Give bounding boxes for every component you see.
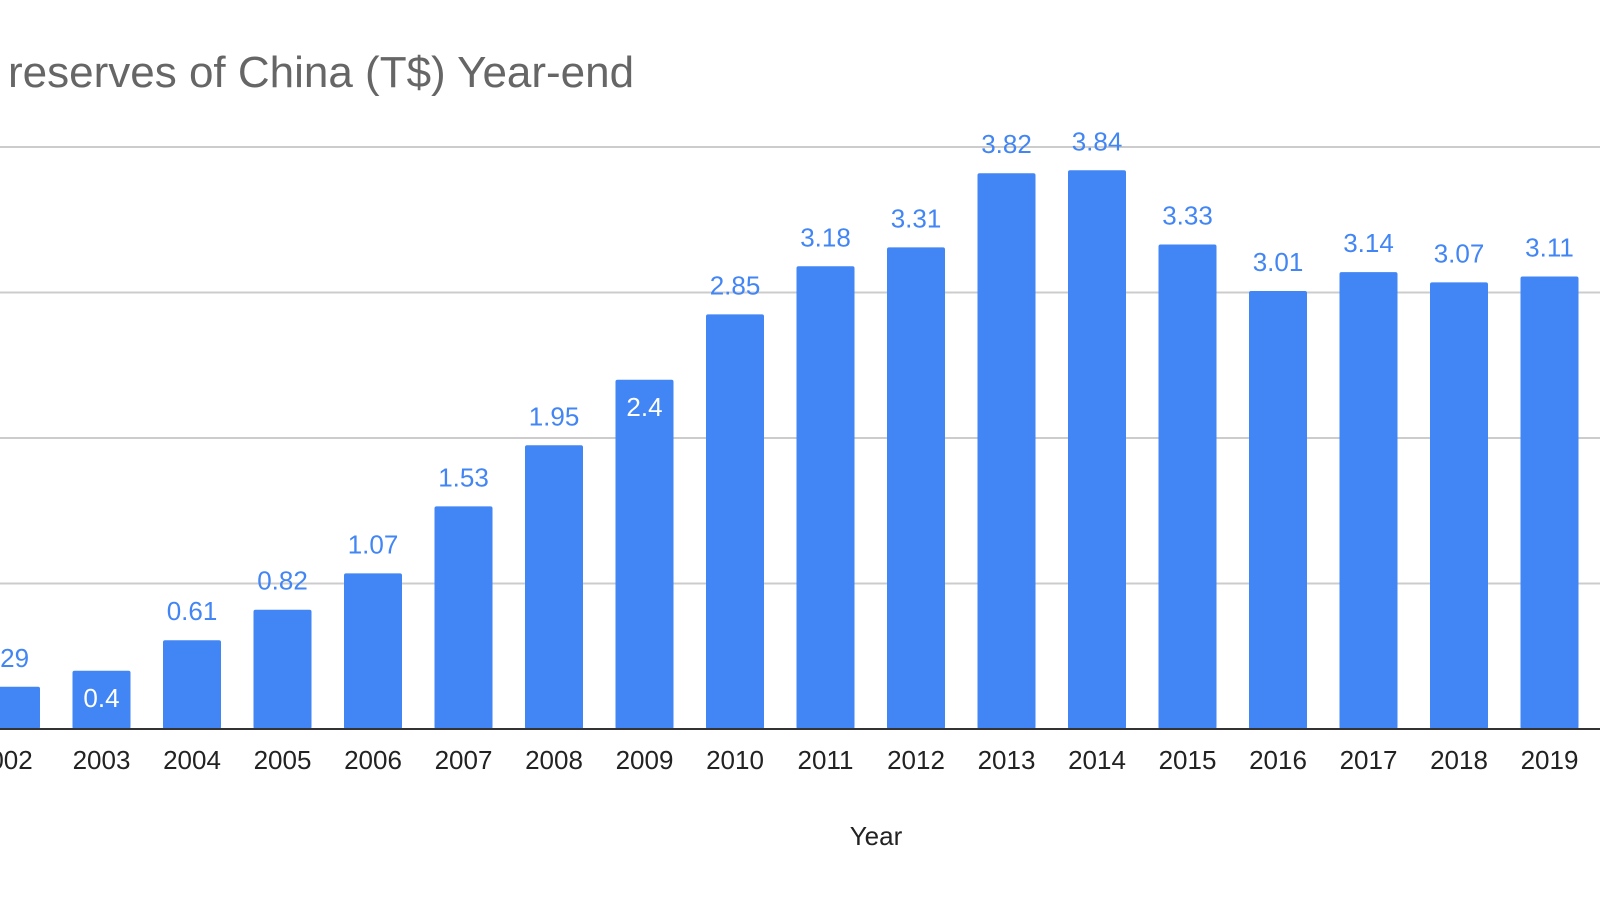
x-tick-2007: 2007 — [435, 745, 493, 775]
data-label-2018: 3.07 — [1434, 238, 1485, 268]
bar-2011 — [796, 266, 855, 729]
data-label-2009: 2.4 — [626, 392, 662, 422]
bar-2015 — [1158, 244, 1217, 730]
data-label-2017: 3.14 — [1343, 228, 1394, 258]
x-tick-2019: 2019 — [1521, 745, 1579, 775]
data-label-2016: 3.01 — [1253, 247, 1304, 277]
data-label-2019: 3.11 — [1525, 232, 1574, 262]
x-tick-2014: 2014 — [1068, 745, 1126, 775]
bar-2004 — [163, 640, 221, 729]
data-label-2003: 0.4 — [83, 683, 119, 713]
data-labels: .29 0.4 0.61 0.82 1.07 1.53 1.95 2.4 2.85 3.18 3.3… — [0, 126, 1574, 713]
data-label-2005: 0.82 — [257, 566, 308, 596]
data-label-2010: 2.85 — [710, 270, 761, 300]
x-tick-2008: 2008 — [525, 745, 583, 775]
bar-2019 — [1520, 276, 1579, 729]
data-label-2007: 1.53 — [438, 462, 489, 492]
data-label-2014: 3.84 — [1072, 126, 1123, 156]
x-tick-2009: 2009 — [616, 745, 674, 775]
x-tick-labels: 002 2003 2004 2005 2006 2007 2008 2009 2010 2011 2… — [0, 745, 1578, 775]
x-tick-2011: 2011 — [798, 745, 854, 775]
bar-2003 — [72, 670, 131, 729]
bar-2012 — [887, 247, 945, 729]
bar-2013 — [977, 173, 1036, 729]
x-tick-2010: 2010 — [706, 745, 764, 775]
bars — [0, 170, 1579, 730]
x-tick-2013: 2013 — [978, 745, 1036, 775]
bar-2007 — [434, 506, 493, 729]
bar-2016 — [1249, 291, 1307, 729]
x-tick-2002: 002 — [0, 745, 33, 775]
chart-title: reserves of China (T$) Year-end — [8, 48, 635, 97]
bar-2010 — [706, 314, 764, 729]
data-label-2004: 0.61 — [167, 596, 218, 626]
bar-2009 — [615, 379, 674, 729]
x-tick-2012: 2012 — [887, 745, 945, 775]
bar-2018 — [1430, 282, 1488, 729]
bar-2017 — [1339, 272, 1398, 729]
data-label-2015: 3.33 — [1162, 200, 1213, 230]
data-label-2006: 1.07 — [348, 529, 399, 559]
x-tick-2016: 2016 — [1249, 745, 1307, 775]
data-label-2011: 3.18 — [800, 222, 851, 252]
x-axis-title: Year — [850, 821, 903, 851]
data-label-2012: 3.31 — [891, 203, 942, 233]
x-tick-2018: 2018 — [1430, 745, 1488, 775]
data-label-2002: .29 — [0, 643, 29, 673]
x-tick-2003: 2003 — [73, 745, 131, 775]
bar-2006 — [344, 573, 402, 729]
data-label-2008: 1.95 — [529, 401, 580, 431]
x-tick-2006: 2006 — [344, 745, 402, 775]
x-tick-2005: 2005 — [254, 745, 312, 775]
x-tick-2017: 2017 — [1340, 745, 1398, 775]
bar-2008 — [525, 445, 583, 729]
x-tick-2015: 2015 — [1159, 745, 1217, 775]
x-tick-2004: 2004 — [163, 745, 221, 775]
bar-2005 — [253, 609, 312, 729]
bar-2014 — [1068, 170, 1126, 729]
data-label-2013: 3.82 — [981, 129, 1032, 159]
bar-2002 — [0, 686, 40, 729]
